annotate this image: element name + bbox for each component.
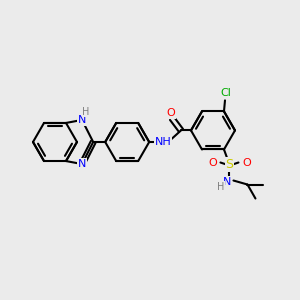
Text: Cl: Cl [220, 88, 231, 98]
Text: S: S [226, 158, 233, 171]
Text: O: O [242, 158, 251, 167]
Text: H: H [82, 107, 90, 117]
Text: H: H [217, 182, 224, 191]
Text: N: N [223, 176, 232, 187]
Text: N: N [78, 159, 86, 169]
Text: N: N [78, 115, 86, 125]
Text: O: O [208, 158, 217, 167]
Text: NH: NH [155, 137, 172, 147]
Text: O: O [167, 108, 176, 118]
